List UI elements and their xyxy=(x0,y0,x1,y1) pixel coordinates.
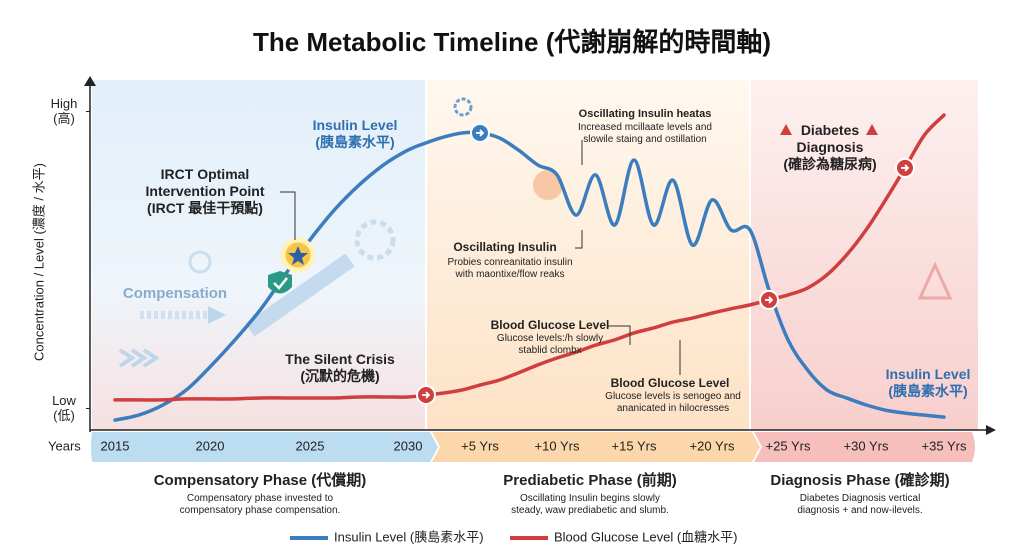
timeline-bar xyxy=(432,432,760,462)
annotation: Probies conreanitatio insulin with maont… xyxy=(447,257,573,280)
x-tick-label: +30 Yrs xyxy=(844,438,889,453)
x-axis-label: Years xyxy=(48,438,81,453)
marker-arrow xyxy=(765,296,774,304)
x-tick-label: +35 Yrs xyxy=(922,438,967,453)
timeline-bar xyxy=(754,432,975,462)
x-tick-label: +15 Yrs xyxy=(612,438,657,453)
annotation: Insulin Level (胰島素水平) xyxy=(885,366,971,399)
x-tick-label: +10 Yrs xyxy=(535,438,580,453)
connector xyxy=(280,191,296,240)
annotation: Oscillating Insulin heatas xyxy=(578,108,712,120)
decor-gear xyxy=(453,97,473,117)
phase-name: Compensatory Phase (代償期) xyxy=(153,472,367,489)
star-icon xyxy=(288,246,308,265)
annotation: IRCT Optimal Intervention Point (IRCT 最佳… xyxy=(145,166,265,216)
shield-icon xyxy=(268,271,292,294)
legend-label: Blood Glucose Level (血糖水平) xyxy=(554,529,738,544)
annotation: Glucose levels:/h slowly stablid clombx xyxy=(496,333,604,356)
x-tick-label: 2015 xyxy=(101,438,130,453)
marker-arrow xyxy=(901,164,910,172)
check-icon xyxy=(273,277,288,290)
alert-icon xyxy=(866,124,878,135)
timeline-bar xyxy=(91,432,438,462)
x-tick-label: 2025 xyxy=(296,438,325,453)
curves xyxy=(113,113,946,422)
series-line xyxy=(113,113,946,402)
decor-arrow xyxy=(208,306,226,324)
decor-icon xyxy=(188,250,212,274)
y-tick-label: High (高) xyxy=(50,95,78,127)
annotation: Compensation xyxy=(122,285,228,302)
connector xyxy=(607,325,631,345)
chart-title: The Metabolic Timeline (代謝崩解的時間軸) xyxy=(253,27,771,57)
x-tick-label: 2030 xyxy=(394,438,423,453)
annotation: Insulin Level (胰島素水平) xyxy=(312,117,398,150)
legend-label: Insulin Level (胰島素水平) xyxy=(334,529,484,544)
x-tick-label: +25 Yrs xyxy=(766,438,811,453)
annotation: Diabetes Diagnosis (確診為糖尿病) xyxy=(783,122,877,172)
annotation: The Silent Crisis (沉默的危機) xyxy=(285,351,395,384)
phase-description: Oscillating Insulin begins slowly steady… xyxy=(511,493,669,516)
phase-description: Diabetes Diagnosis vertical diagnosis + … xyxy=(797,493,923,516)
annotation: Blood Glucose Level xyxy=(610,376,730,390)
y-tick-label: Low (低) xyxy=(52,392,76,424)
annotation: Increased mcillaate levels and slowile s… xyxy=(578,122,712,145)
annotation: Glucose levels is senogeo and ananicated… xyxy=(605,391,741,414)
marker-arrow xyxy=(422,391,431,399)
decor-sun xyxy=(533,170,563,200)
phase-band xyxy=(750,80,978,430)
x-tick-label: +20 Yrs xyxy=(690,438,735,453)
x-tick-label: +5 Yrs xyxy=(461,438,499,453)
decor-arrow xyxy=(245,253,355,337)
marker-arrow xyxy=(476,129,485,137)
decor-chevrons xyxy=(118,348,160,368)
phase-name: Diagnosis Phase (確診期) xyxy=(770,472,950,489)
x-tick-label: 2020 xyxy=(196,438,225,453)
annotation: Oscillating Insulin xyxy=(453,240,557,254)
axis-arrow xyxy=(986,425,996,435)
phase-name: Prediabetic Phase (前期) xyxy=(503,472,677,489)
y-axis-label: Concentration / Level (濃度 / 水平) xyxy=(31,163,46,361)
phase-description: Compensatory phase invested to compensat… xyxy=(179,493,341,516)
axis-arrow xyxy=(84,76,96,86)
alert-icon xyxy=(780,124,792,135)
decor-gear xyxy=(354,219,396,261)
connector xyxy=(575,230,583,249)
annotation: Blood Glucose Level xyxy=(490,318,610,332)
decor-alert xyxy=(917,261,953,300)
